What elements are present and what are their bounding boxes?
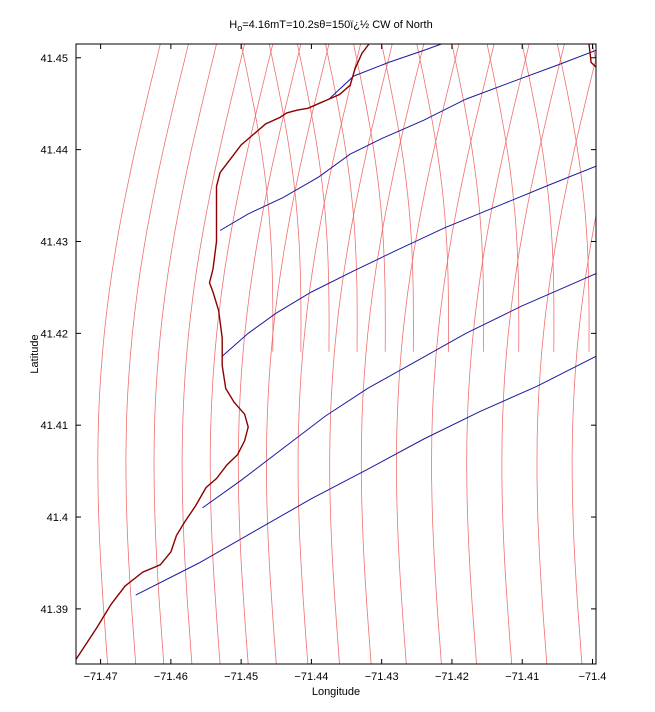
y-tick-label: 41.44 [40, 145, 68, 157]
wave-ray [521, 44, 555, 352]
chart-title: Ho=4.16mT=10.2sθ=150ï¿½ CW of North [229, 19, 432, 33]
wave-ray [353, 44, 386, 352]
wave-crest [135, 355, 596, 596]
wave-ray [416, 44, 449, 352]
wave-ray [297, 44, 361, 664]
x-tick-label: −71.42 [435, 671, 469, 683]
wave-rays [97, 44, 596, 664]
wave-ray [209, 44, 274, 664]
wave-ray [501, 44, 565, 664]
axes-frame [75, 43, 597, 665]
y-tick-label: 41.4 [47, 512, 68, 524]
x-tick-label: −71.4 [579, 671, 607, 683]
wave-crest [328, 44, 442, 100]
wave-crests [135, 44, 596, 596]
wave-ray [266, 44, 330, 664]
wave-crest [219, 49, 596, 231]
wave-ray [466, 44, 530, 664]
x-tick-label: −71.44 [294, 671, 328, 683]
x-tick-label: −71.45 [224, 671, 258, 683]
wave-ray [181, 44, 245, 664]
wave-ray [153, 44, 217, 664]
wave-crest [202, 273, 596, 509]
wave-ray [396, 44, 460, 664]
wave-ray [97, 44, 161, 664]
wave-ray [451, 44, 485, 352]
x-tick-label: −71.43 [365, 671, 399, 683]
wave-crest [595, 44, 596, 45]
x-tick-label: −71.46 [154, 671, 188, 683]
wave-ray [486, 44, 520, 352]
wave-ray [325, 44, 358, 352]
wave-ray [297, 44, 330, 352]
wave-ray [237, 44, 302, 664]
wave-ray [536, 56, 596, 664]
wave-ray [360, 44, 425, 664]
y-tick-label: 41.43 [40, 236, 68, 248]
wave-ray [381, 44, 414, 352]
coastline-line [76, 44, 370, 660]
x-tick-label: −71.41 [505, 671, 539, 683]
x-axis-label: Longitude [312, 686, 360, 698]
plot-area [76, 44, 596, 664]
y-axis: 41.39 41.4 41.41 41.42 41.43 41.44 41.45 [40, 53, 596, 616]
wave-ray [268, 44, 302, 352]
wave-ray [125, 44, 189, 664]
chart-title-rest: =4.16mT=10.2sθ=150ï¿½ CW of North [242, 19, 432, 31]
y-tick-label: 41.39 [40, 604, 68, 616]
wave-ray [571, 213, 596, 664]
y-tick-label: 41.42 [40, 328, 68, 340]
wave-ray [329, 44, 393, 664]
wave-crest [221, 165, 596, 357]
coastline [76, 44, 596, 660]
coastline-line [588, 44, 596, 68]
wave-ray [431, 44, 495, 664]
y-axis-label: Latitude [29, 334, 41, 373]
x-axis: −71.47 −71.46 −71.45 −71.44 −71.43 −71.42 −71.… [84, 44, 607, 683]
chart-title-main: H [229, 19, 237, 31]
y-tick-label: 41.45 [40, 53, 68, 65]
wave-ray [557, 44, 590, 352]
x-tick-label: −71.47 [84, 671, 118, 683]
wave-ray [592, 44, 596, 63]
y-tick-label: 41.41 [40, 420, 68, 432]
chart-title-subscript: o [237, 23, 242, 33]
wave-ray [240, 44, 274, 352]
